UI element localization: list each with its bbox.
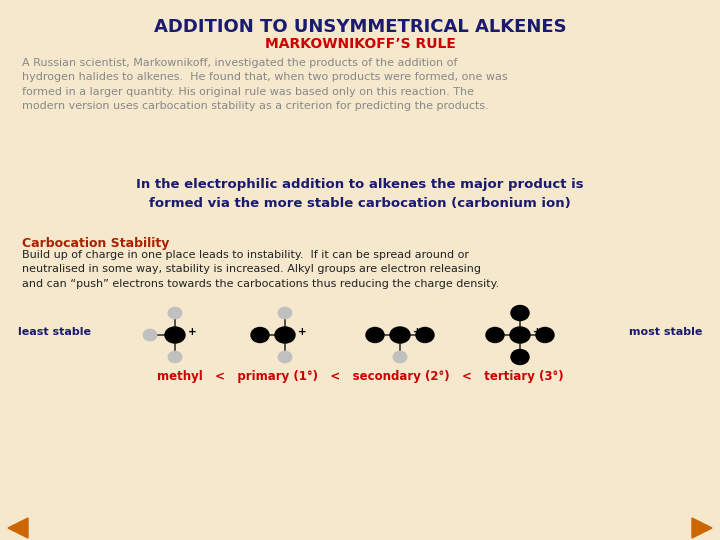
Text: +: + (188, 327, 197, 337)
Text: +: + (533, 327, 541, 337)
Ellipse shape (510, 327, 530, 343)
Text: most stable: most stable (629, 327, 702, 337)
Ellipse shape (168, 352, 181, 363)
Polygon shape (8, 518, 28, 538)
Text: Carbocation Stability: Carbocation Stability (22, 237, 169, 250)
Ellipse shape (251, 327, 269, 342)
Text: MARKOWNIKOFF’S RULE: MARKOWNIKOFF’S RULE (264, 37, 456, 51)
Ellipse shape (511, 349, 529, 364)
Polygon shape (692, 518, 712, 538)
Ellipse shape (486, 327, 504, 342)
Text: methyl   <   primary (1°)   <   secondary (2°)   <   tertiary (3°): methyl < primary (1°) < secondary (2°) <… (157, 370, 563, 383)
Ellipse shape (390, 327, 410, 343)
Ellipse shape (393, 352, 407, 363)
Text: +: + (298, 327, 307, 337)
Ellipse shape (416, 327, 434, 342)
Text: A Russian scientist, Markownikoff, investigated the products of the addition of
: A Russian scientist, Markownikoff, inves… (22, 58, 508, 111)
Ellipse shape (536, 327, 554, 342)
Text: ADDITION TO UNSYMMETRICAL ALKENES: ADDITION TO UNSYMMETRICAL ALKENES (153, 18, 567, 36)
Ellipse shape (278, 352, 292, 363)
Ellipse shape (275, 327, 295, 343)
Text: Build up of charge in one place leads to instability.  If it can be spread aroun: Build up of charge in one place leads to… (22, 250, 499, 289)
Text: +: + (413, 327, 422, 337)
Ellipse shape (168, 307, 181, 319)
Ellipse shape (278, 307, 292, 319)
Ellipse shape (165, 327, 185, 343)
Ellipse shape (143, 329, 157, 341)
Text: least stable: least stable (18, 327, 91, 337)
Ellipse shape (511, 306, 529, 321)
Text: In the electrophilic addition to alkenes the major product is
formed via the mor: In the electrophilic addition to alkenes… (136, 178, 584, 210)
Ellipse shape (366, 327, 384, 342)
